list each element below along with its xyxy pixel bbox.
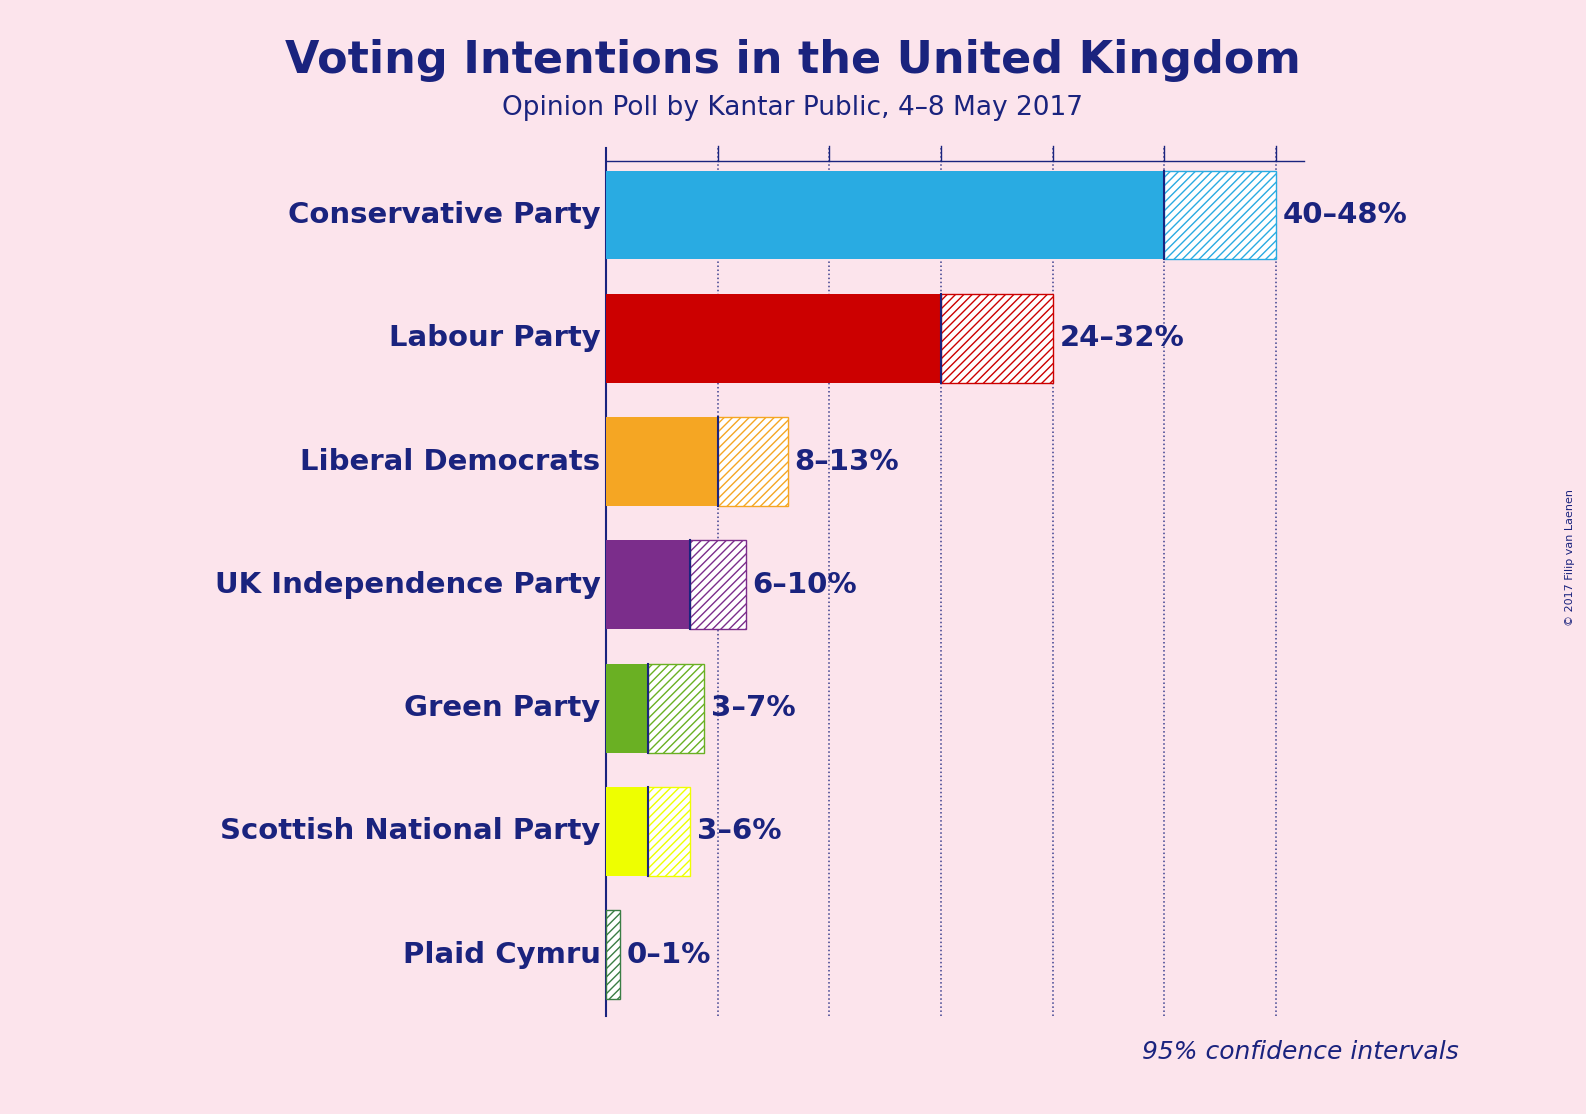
Text: Liberal Democrats: Liberal Democrats	[300, 448, 601, 476]
Bar	[606, 417, 718, 506]
Text: 40–48%: 40–48%	[1283, 201, 1408, 229]
Text: 0–1%: 0–1%	[626, 940, 712, 969]
Text: 3–6%: 3–6%	[696, 818, 782, 846]
Bar	[649, 786, 690, 876]
Text: 8–13%: 8–13%	[795, 448, 899, 476]
Text: Scottish National Party: Scottish National Party	[220, 818, 601, 846]
Bar	[940, 294, 1053, 383]
Text: 3–7%: 3–7%	[711, 694, 796, 722]
Text: Opinion Poll by Kantar Public, 4–8 May 2017: Opinion Poll by Kantar Public, 4–8 May 2…	[503, 95, 1083, 120]
Text: © 2017 Filip van Laenen: © 2017 Filip van Laenen	[1565, 489, 1575, 625]
Bar	[606, 540, 690, 629]
Bar	[606, 910, 620, 999]
Bar	[1164, 170, 1277, 260]
Text: UK Independence Party: UK Independence Party	[214, 570, 601, 599]
Text: Green Party: Green Party	[404, 694, 601, 722]
Bar	[606, 294, 940, 383]
Text: Plaid Cymru: Plaid Cymru	[403, 940, 601, 969]
Bar	[649, 664, 704, 753]
Bar	[690, 540, 745, 629]
Text: 6–10%: 6–10%	[753, 570, 858, 599]
Text: Voting Intentions in the United Kingdom: Voting Intentions in the United Kingdom	[285, 39, 1301, 82]
Text: Conservative Party: Conservative Party	[289, 201, 601, 229]
Bar	[606, 170, 1164, 260]
Bar	[649, 786, 690, 876]
Bar	[1164, 170, 1277, 260]
Bar	[649, 664, 704, 753]
Bar	[940, 294, 1053, 383]
Text: 95% confidence intervals: 95% confidence intervals	[1142, 1039, 1459, 1064]
Text: 24–32%: 24–32%	[1059, 324, 1185, 352]
Bar	[718, 417, 788, 506]
Bar	[718, 417, 788, 506]
Text: Labour Party: Labour Party	[389, 324, 601, 352]
Bar	[606, 786, 649, 876]
Bar	[606, 910, 620, 999]
Bar	[690, 540, 745, 629]
Bar	[606, 664, 649, 753]
